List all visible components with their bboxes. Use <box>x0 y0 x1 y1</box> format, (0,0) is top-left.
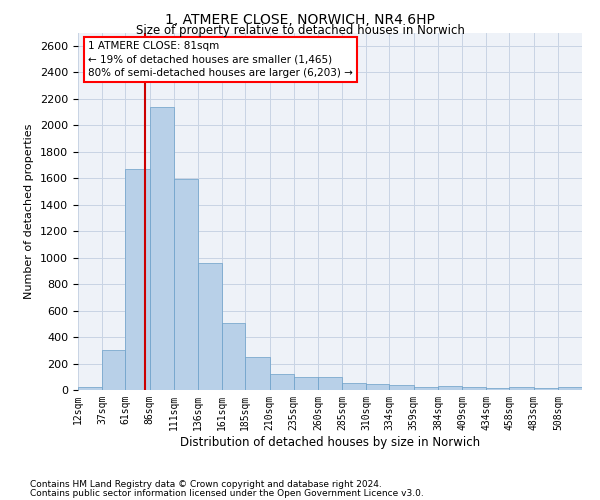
Bar <box>389 386 413 390</box>
Bar <box>245 357 269 390</box>
Bar <box>149 106 174 390</box>
X-axis label: Distribution of detached houses by size in Norwich: Distribution of detached houses by size … <box>180 436 480 448</box>
Text: Contains HM Land Registry data © Crown copyright and database right 2024.: Contains HM Land Registry data © Crown c… <box>30 480 382 489</box>
Bar <box>533 388 558 390</box>
Text: 1, ATMERE CLOSE, NORWICH, NR4 6HP: 1, ATMERE CLOSE, NORWICH, NR4 6HP <box>165 12 435 26</box>
Bar <box>509 388 533 390</box>
Bar <box>174 180 198 390</box>
Bar <box>342 384 366 390</box>
Bar <box>438 386 462 390</box>
Bar <box>102 350 125 390</box>
Bar <box>78 386 102 390</box>
Bar <box>318 378 342 390</box>
Bar <box>125 169 149 390</box>
Bar <box>486 388 509 390</box>
Y-axis label: Number of detached properties: Number of detached properties <box>25 124 34 299</box>
Bar <box>222 323 245 390</box>
Bar <box>366 384 389 390</box>
Text: 1 ATMERE CLOSE: 81sqm
← 19% of detached houses are smaller (1,465)
80% of semi-d: 1 ATMERE CLOSE: 81sqm ← 19% of detached … <box>88 42 353 78</box>
Bar <box>558 386 582 390</box>
Text: Size of property relative to detached houses in Norwich: Size of property relative to detached ho… <box>136 24 464 37</box>
Bar <box>462 388 486 390</box>
Text: Contains public sector information licensed under the Open Government Licence v3: Contains public sector information licen… <box>30 488 424 498</box>
Bar <box>413 388 438 390</box>
Bar <box>198 263 222 390</box>
Bar <box>294 377 318 390</box>
Bar <box>269 374 294 390</box>
